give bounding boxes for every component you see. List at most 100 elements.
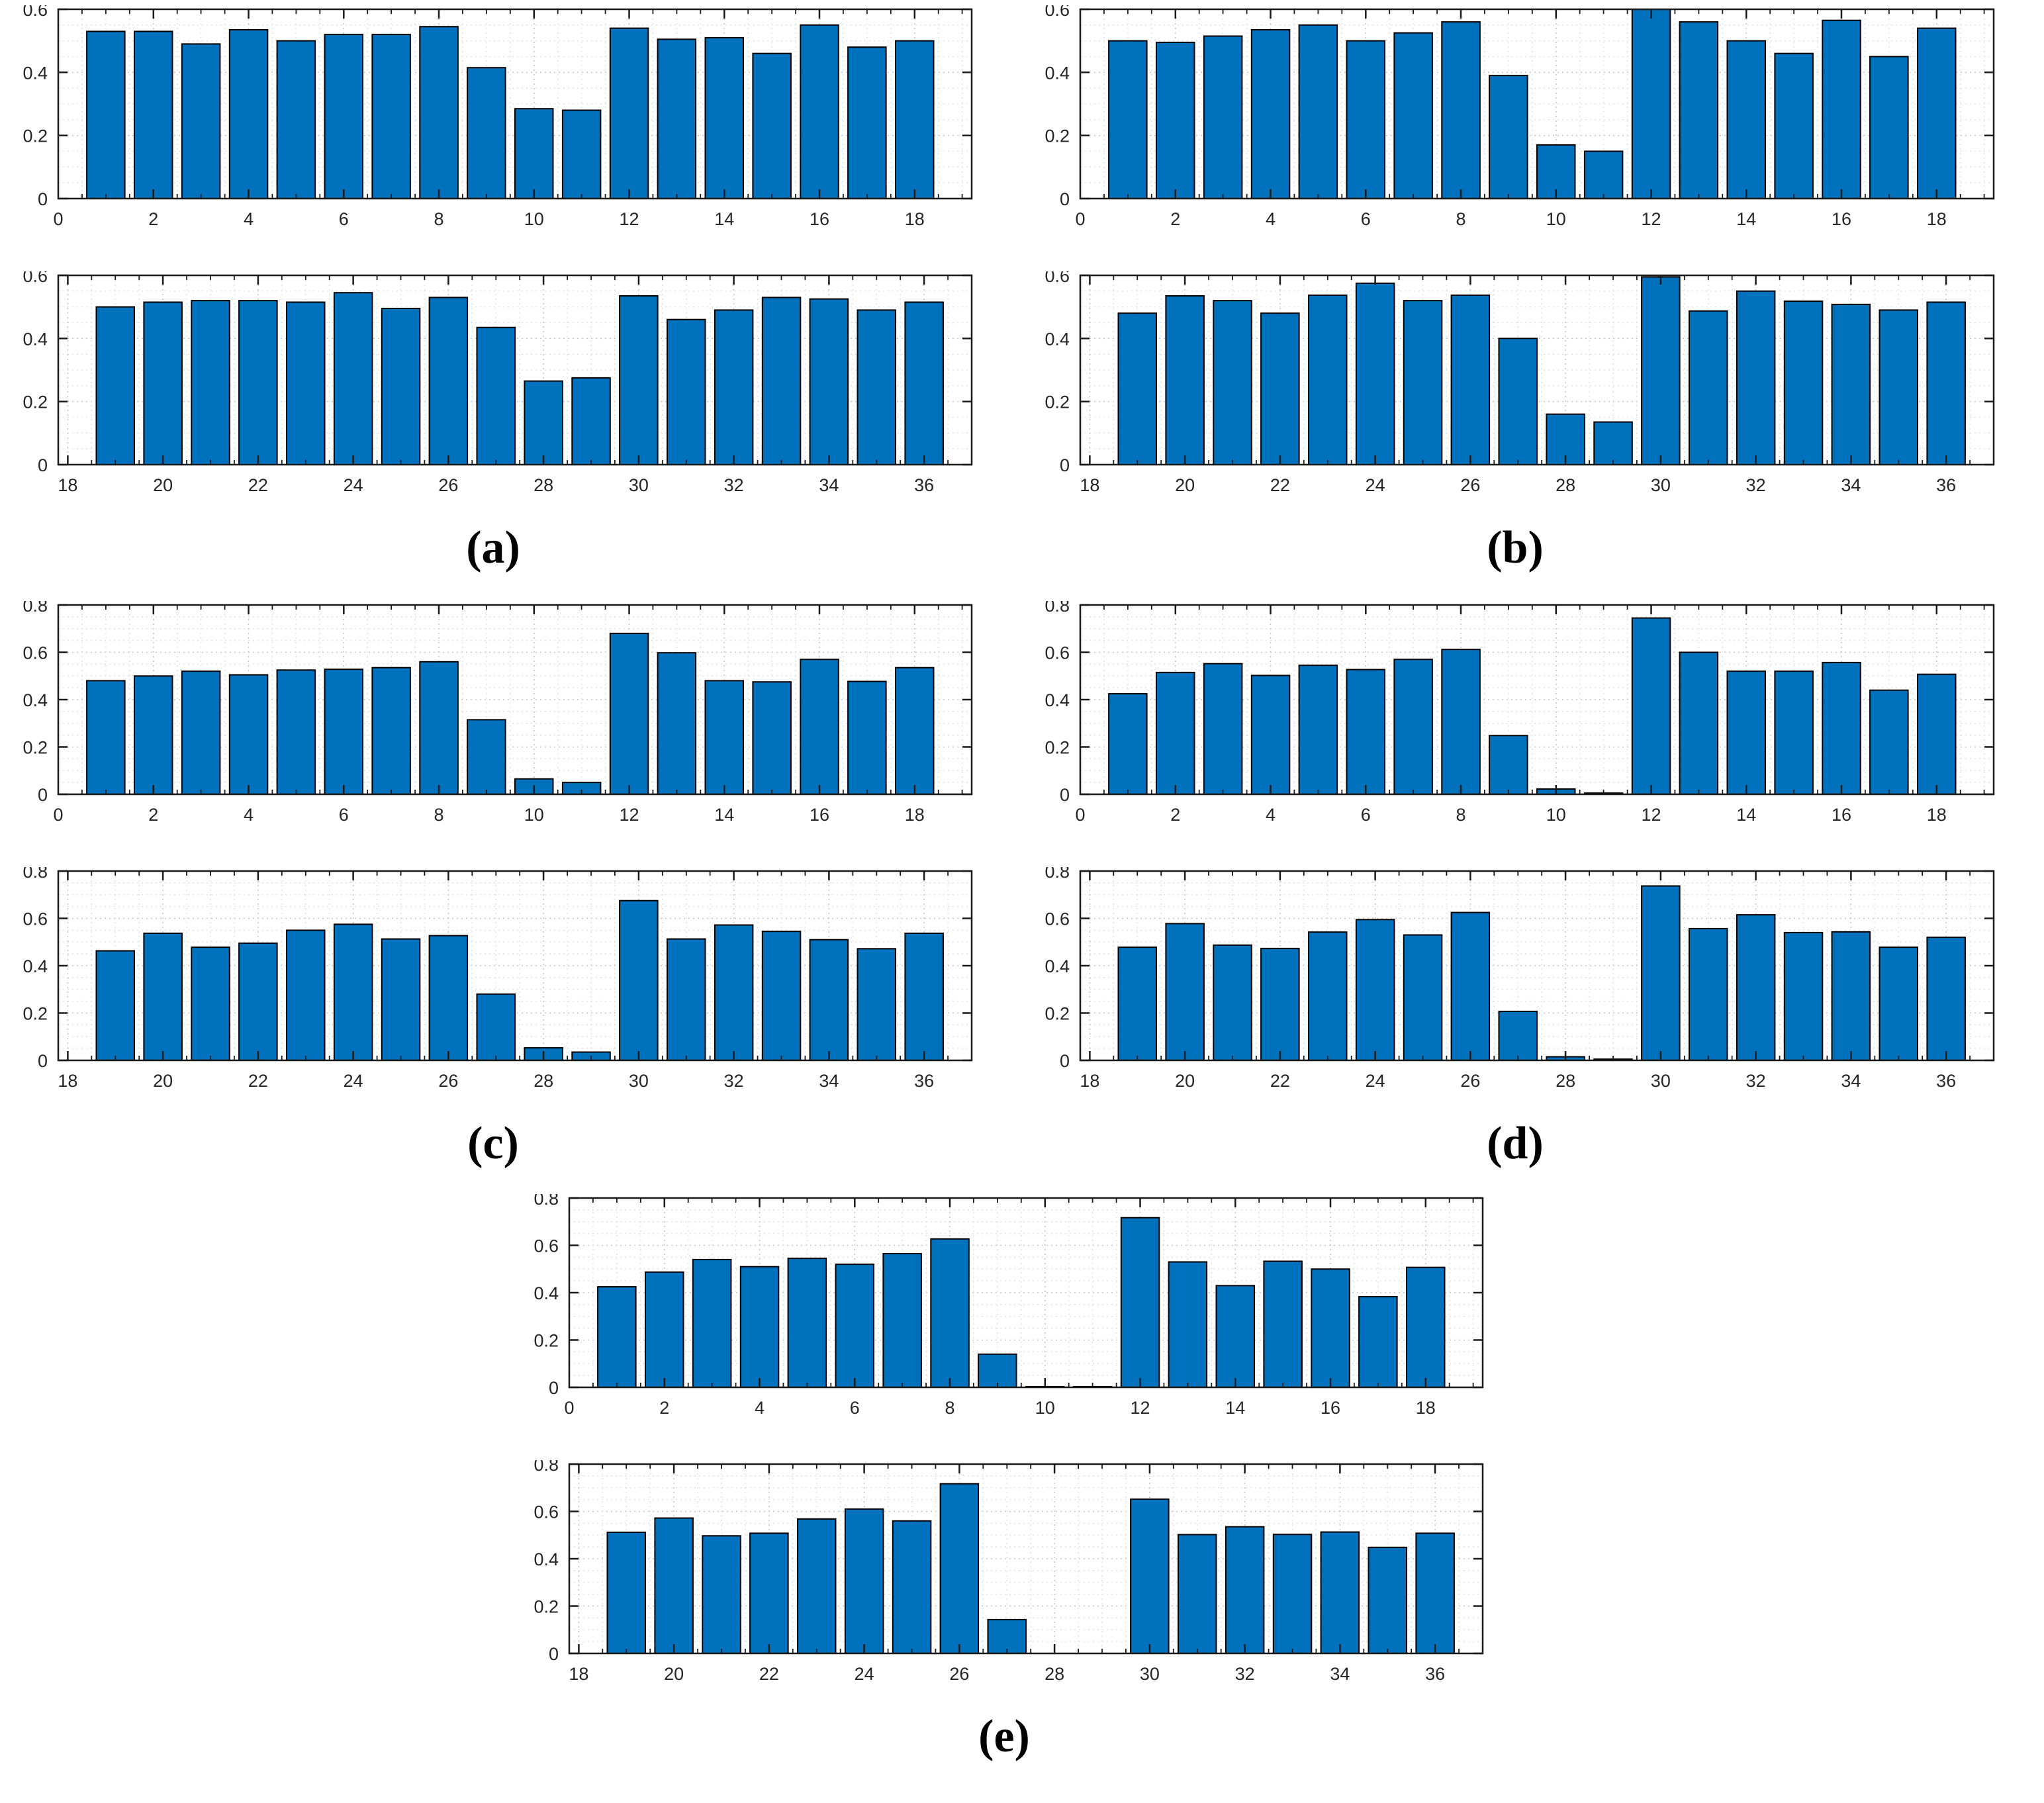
subfig-c: 0 0.2 0.4 0.6 0.8 0 2 4 6 8 10 12 14 16 18 0 0.2 0.4 0.6 0… — [0, 596, 1022, 1182]
subfig-b: 0 0.2 0.4 0.6 0 2 4 6 8 10 12 14 16 18 0 0.2 0.4 0.6 18 20… — [1022, 0, 2044, 586]
svg-text:26: 26 — [949, 1664, 969, 1684]
svg-text:0: 0 — [38, 189, 48, 209]
svg-text:4: 4 — [755, 1398, 765, 1418]
svg-text:28: 28 — [534, 475, 553, 495]
svg-text:16: 16 — [810, 209, 829, 229]
svg-text:22: 22 — [759, 1664, 779, 1684]
svg-text:18: 18 — [905, 805, 925, 825]
svg-text:30: 30 — [629, 475, 649, 495]
svg-text:6: 6 — [1361, 209, 1371, 229]
svg-text:10: 10 — [1035, 1398, 1055, 1418]
svg-text:0: 0 — [53, 209, 63, 229]
svg-text:26: 26 — [1460, 1071, 1480, 1091]
caption-e: (e) — [978, 1711, 1030, 1762]
svg-text:0: 0 — [1075, 805, 1085, 825]
svg-text:32: 32 — [1235, 1664, 1255, 1684]
svg-text:0.6: 0.6 — [23, 643, 48, 663]
svg-text:12: 12 — [619, 805, 639, 825]
svg-text:0.4: 0.4 — [534, 1549, 559, 1569]
svg-text:0.4: 0.4 — [534, 1283, 559, 1303]
svg-text:2: 2 — [148, 209, 158, 229]
row-cd: 0 0.2 0.4 0.6 0.8 0 2 4 6 8 10 12 14 16 18 0 0.2 0.4 0.6 0… — [0, 596, 2044, 1182]
svg-text:36: 36 — [914, 475, 934, 495]
svg-text:24: 24 — [855, 1664, 874, 1684]
subfig-e: 0 0.2 0.4 0.6 0.8 0 2 4 6 8 10 12 14 16 18 0 0.2 0.4 0.6 0… — [511, 1189, 1533, 1775]
svg-text:0.4: 0.4 — [23, 329, 48, 349]
svg-text:24: 24 — [344, 475, 363, 495]
svg-text:18: 18 — [1416, 1398, 1436, 1418]
svg-text:0.8: 0.8 — [1045, 867, 1070, 882]
svg-text:0.8: 0.8 — [23, 601, 48, 616]
svg-text:6: 6 — [1361, 805, 1371, 825]
svg-text:0: 0 — [1060, 189, 1070, 209]
svg-text:0.2: 0.2 — [23, 1004, 48, 1024]
svg-text:0: 0 — [38, 455, 48, 475]
svg-text:26: 26 — [438, 475, 458, 495]
svg-text:0: 0 — [38, 1051, 48, 1071]
svg-text:0.4: 0.4 — [1045, 63, 1070, 83]
svg-text:0.2: 0.2 — [23, 126, 48, 146]
svg-text:0.2: 0.2 — [534, 1331, 559, 1351]
svg-text:6: 6 — [850, 1398, 860, 1418]
svg-text:32: 32 — [1746, 1071, 1766, 1091]
svg-text:0.8: 0.8 — [534, 1460, 559, 1475]
svg-text:0.6: 0.6 — [534, 1236, 559, 1256]
svg-text:0.2: 0.2 — [534, 1597, 559, 1617]
subfig-d: 0 0.2 0.4 0.6 0.8 0 2 4 6 8 10 12 14 16 18 0 0.2 0.4 0.6 0… — [1022, 596, 2044, 1182]
svg-text:18: 18 — [1927, 209, 1947, 229]
svg-text:36: 36 — [914, 1071, 934, 1091]
bar-chart-c-top: 0 0.2 0.4 0.6 0.8 0 2 4 6 8 10 12 14 16 18 — [7, 596, 980, 834]
caption-a: (a) — [466, 522, 520, 573]
svg-text:0.4: 0.4 — [1045, 690, 1070, 710]
svg-text:12: 12 — [1641, 805, 1661, 825]
svg-text:26: 26 — [1460, 475, 1480, 495]
svg-text:20: 20 — [664, 1664, 684, 1684]
svg-text:16: 16 — [1832, 805, 1851, 825]
svg-text:32: 32 — [1746, 475, 1766, 495]
row-e: 0 0.2 0.4 0.6 0.8 0 2 4 6 8 10 12 14 16 18 0 0.2 0.4 0.6 0… — [0, 1189, 2044, 1775]
bar-chart-b-top: 0 0.2 0.4 0.6 0 2 4 6 8 10 12 14 16 18 — [1029, 0, 2002, 238]
svg-text:0.2: 0.2 — [1045, 738, 1070, 758]
svg-text:0: 0 — [53, 805, 63, 825]
svg-text:4: 4 — [244, 805, 254, 825]
svg-text:22: 22 — [1270, 1071, 1290, 1091]
svg-text:18: 18 — [58, 1071, 77, 1091]
svg-text:16: 16 — [810, 805, 829, 825]
svg-text:34: 34 — [1841, 475, 1861, 495]
svg-text:12: 12 — [1130, 1398, 1150, 1418]
svg-text:0.4: 0.4 — [23, 956, 48, 976]
svg-text:28: 28 — [1045, 1664, 1064, 1684]
caption-b: (b) — [1487, 522, 1544, 573]
svg-text:8: 8 — [434, 805, 443, 825]
svg-text:34: 34 — [1841, 1071, 1861, 1091]
svg-text:0.2: 0.2 — [1045, 393, 1070, 412]
svg-text:22: 22 — [1270, 475, 1290, 495]
bar-chart-a-bottom: 0 0.2 0.4 0.6 18 20 22 24 26 28 30 32 34 36 — [7, 266, 980, 504]
svg-text:14: 14 — [1736, 209, 1756, 229]
svg-text:32: 32 — [724, 1071, 744, 1091]
svg-text:30: 30 — [1651, 1071, 1671, 1091]
svg-text:0.6: 0.6 — [1045, 643, 1070, 663]
svg-text:34: 34 — [819, 475, 839, 495]
svg-text:30: 30 — [629, 1071, 649, 1091]
svg-text:10: 10 — [1546, 209, 1566, 229]
svg-text:8: 8 — [434, 209, 443, 229]
svg-text:16: 16 — [1832, 209, 1851, 229]
svg-text:0.6: 0.6 — [1045, 271, 1070, 286]
svg-text:0.4: 0.4 — [23, 63, 48, 83]
svg-text:16: 16 — [1321, 1398, 1340, 1418]
svg-text:18: 18 — [1080, 475, 1099, 495]
svg-text:0.4: 0.4 — [23, 690, 48, 710]
svg-text:6: 6 — [339, 209, 349, 229]
svg-text:12: 12 — [619, 209, 639, 229]
svg-text:32: 32 — [724, 475, 744, 495]
svg-text:0: 0 — [1060, 455, 1070, 475]
bar-chart-d-top: 0 0.2 0.4 0.6 0.8 0 2 4 6 8 10 12 14 16 18 — [1029, 596, 2002, 834]
svg-text:18: 18 — [58, 475, 77, 495]
svg-text:0.6: 0.6 — [1045, 909, 1070, 929]
svg-text:0.2: 0.2 — [23, 738, 48, 758]
bar-chart-a-top: 0 0.2 0.4 0.6 0 2 4 6 8 10 12 14 16 18 — [7, 0, 980, 238]
svg-text:34: 34 — [1330, 1664, 1350, 1684]
svg-text:24: 24 — [344, 1071, 363, 1091]
svg-text:0.2: 0.2 — [1045, 126, 1070, 146]
